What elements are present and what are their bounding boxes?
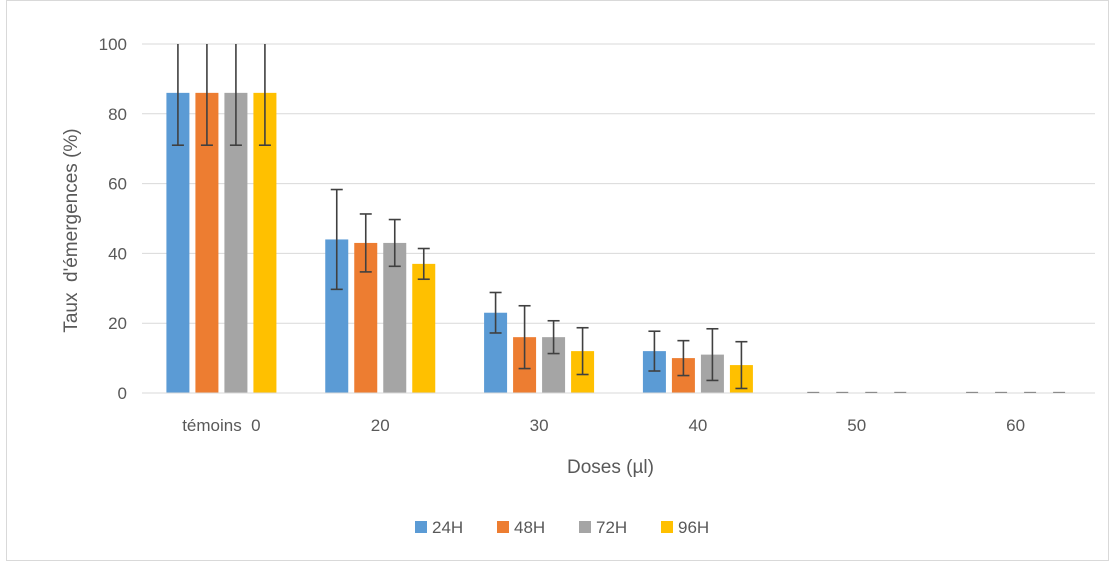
x-axis-title: Doses (µl) — [567, 457, 654, 478]
legend-swatch — [497, 521, 509, 533]
y-axis-title: Taux d'émergences (%) — [61, 128, 82, 332]
x-tick-label: 30 — [530, 416, 549, 435]
bar — [354, 242, 378, 393]
chart-frame: 0 20 40 60 80 100 témoins 0 20 30 40 50 60 Taux d'é… — [6, 0, 1109, 561]
bar — [542, 337, 566, 393]
legend-swatch — [579, 521, 591, 533]
legend: 24H 48H 72H 96H — [415, 518, 709, 537]
bar — [642, 351, 666, 393]
legend-label: 24H — [432, 518, 463, 537]
legend-swatch — [661, 521, 673, 533]
bar — [224, 92, 248, 394]
error-bars — [171, 44, 1066, 394]
axes: 0 20 40 60 80 100 témoins 0 20 30 40 50 60 — [99, 35, 1095, 435]
x-tick-label: 60 — [1006, 416, 1025, 435]
bars — [166, 92, 753, 394]
x-tick-label: 40 — [688, 416, 707, 435]
bar — [195, 92, 219, 394]
y-tick-label: 40 — [108, 244, 127, 263]
x-tick-label: 50 — [847, 416, 866, 435]
bar — [325, 239, 349, 393]
bar — [166, 92, 190, 394]
bar — [383, 242, 407, 393]
y-tick-label: 0 — [118, 384, 127, 403]
bar — [253, 92, 277, 394]
y-tick-label: 80 — [108, 105, 127, 124]
x-tick-label: témoins 0 — [182, 416, 260, 435]
y-tick-label: 60 — [108, 175, 127, 194]
legend-label: 72H — [596, 518, 627, 537]
gridlines — [142, 43, 1095, 394]
legend-swatch — [415, 521, 427, 533]
x-tick-label: 20 — [371, 416, 390, 435]
legend-label: 48H — [514, 518, 545, 537]
y-tick-label: 100 — [99, 35, 127, 54]
bar-chart: 0 20 40 60 80 100 témoins 0 20 30 40 50 60 Taux d'é… — [61, 35, 1095, 537]
bar — [412, 263, 436, 393]
y-tick-label: 20 — [108, 314, 127, 333]
legend-label: 96H — [678, 518, 709, 537]
